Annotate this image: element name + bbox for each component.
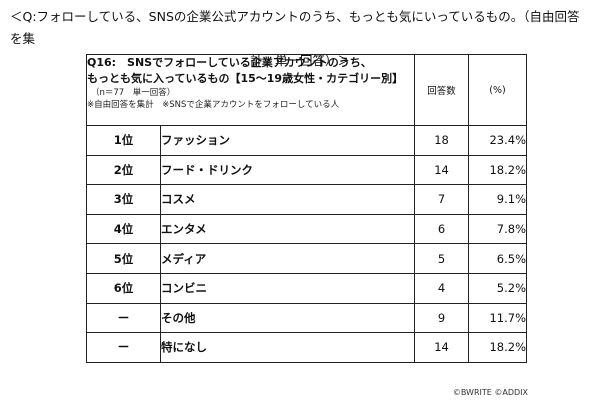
category-cell: コンビニ <box>159 272 416 304</box>
count-cell: 7 <box>414 184 470 215</box>
percent-cell: 18.2% <box>468 332 528 363</box>
table-title-cell: Q16: SNSでフォローしている企業アカウントのうち、 もっとも気に入っている… <box>85 54 416 126</box>
percent-cell: 7.8% <box>468 213 528 245</box>
table-title-line-1: Q16: SNSでフォローしている企業アカウントのうち、 <box>87 56 372 69</box>
rank-cell: 2位 <box>86 154 161 186</box>
rank-cell: 5位 <box>86 243 161 274</box>
table-header-row: Q16: SNSでフォローしている企業アカウントのうち、 もっとも気に入っている… <box>85 54 528 126</box>
rank-cell: 1位 <box>86 125 161 156</box>
column-header-count: 回答数 <box>414 54 470 126</box>
percent-cell: 11.7% <box>468 302 528 334</box>
rank-cell: 3位 <box>86 184 161 215</box>
category-cell: フード・ドリンク <box>159 154 416 186</box>
table-row: 2位 フード・ドリンク 14 18.2% <box>86 154 528 186</box>
rank-cell: 6位 <box>86 272 161 304</box>
count-cell: 14 <box>414 332 470 363</box>
percent-cell: 6.5% <box>468 243 528 274</box>
percent-cell: 23.4% <box>468 125 528 156</box>
copyright-credit: ©BWRITE ©ADDIX <box>452 388 528 397</box>
sample-size: （n＝77 単一回答） <box>91 88 176 98</box>
table-row: 3位 コスメ 7 9.1% <box>86 184 528 215</box>
count-cell: 6 <box>414 213 470 245</box>
category-cell: 特になし <box>159 332 416 363</box>
table-row: 6位 コンビニ 4 5.2% <box>86 272 528 304</box>
table-row: 4位 エンタメ 6 7.8% <box>86 213 528 245</box>
count-cell: 9 <box>414 302 470 334</box>
percent-cell: 18.2% <box>468 154 528 186</box>
survey-results-table: Q16: SNSでフォローしている企業アカウントのうち、 もっとも気に入っている… <box>85 54 528 363</box>
count-cell: 18 <box>414 125 470 156</box>
category-cell: その他 <box>159 302 416 334</box>
percent-cell: 5.2% <box>468 272 528 304</box>
category-cell: メディア <box>159 243 416 274</box>
category-cell: エンタメ <box>159 213 416 245</box>
rank-cell: ー <box>86 302 161 334</box>
category-cell: コスメ <box>159 184 416 215</box>
table-row: 5位 メディア 5 6.5% <box>86 243 528 274</box>
rank-cell: ー <box>86 332 161 363</box>
table-notes: ※自由回答を集計 ※SNSで企業アカウントをフォローしている人 <box>87 100 340 110</box>
table-row: ー特になし 14 18.2% <box>86 332 528 363</box>
column-header-percent: (%) <box>468 54 528 126</box>
count-cell: 14 <box>414 154 470 186</box>
table-title-line-2: もっとも気に入っているもの【15～19歳女性・カテゴリー別】 <box>87 72 404 85</box>
count-cell: 4 <box>414 272 470 304</box>
percent-cell: 9.1% <box>468 184 528 215</box>
rank-cell: 4位 <box>86 213 161 245</box>
table-row: ーその他 9 11.7% <box>86 302 528 334</box>
count-cell: 5 <box>414 243 470 274</box>
caption-line-1: ＜Q:フォローしている、SNSの企業公式アカウントのうち、もっとも気にいっている… <box>10 9 580 46</box>
table-row: 1位 ファッション 18 23.4% <box>86 125 528 156</box>
category-cell: ファッション <box>159 125 416 156</box>
